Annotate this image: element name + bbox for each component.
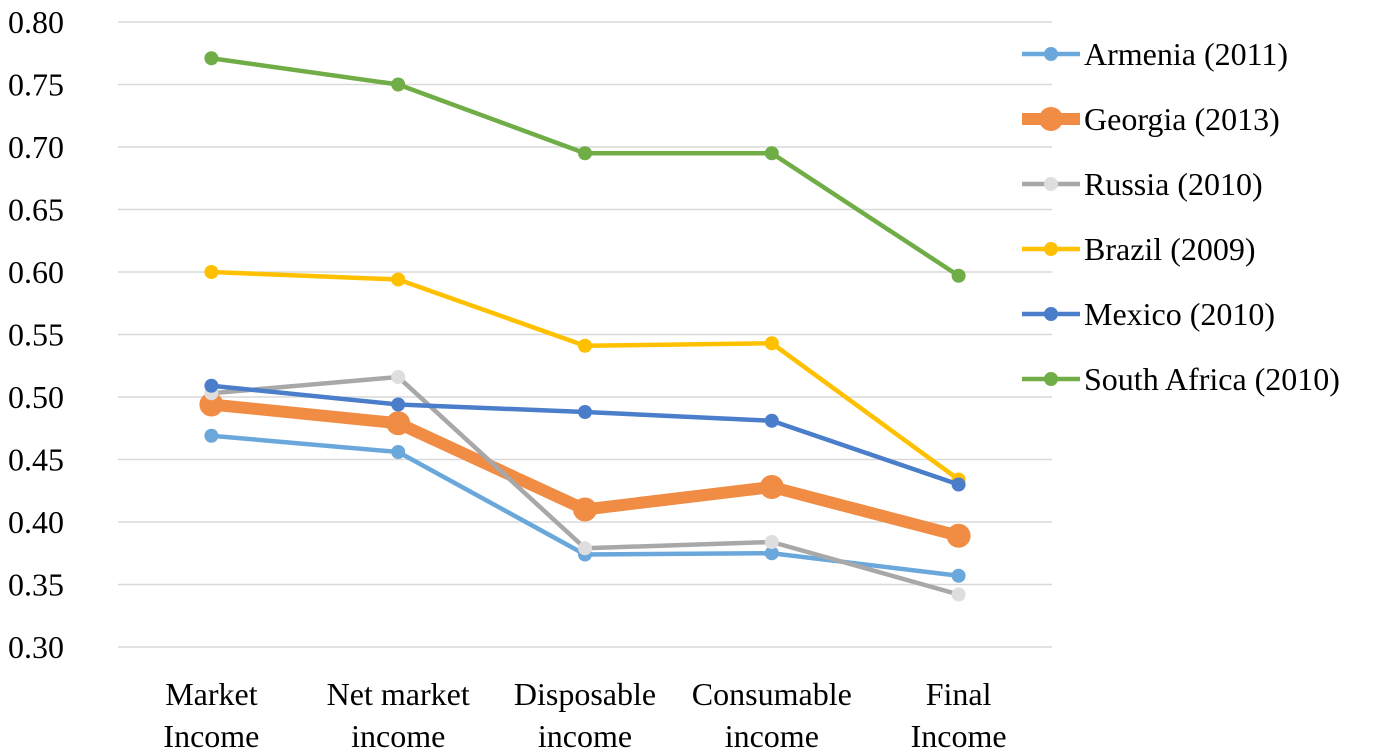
series-2 bbox=[204, 370, 966, 602]
y-tick-label: 0.45 bbox=[8, 442, 64, 478]
data-point bbox=[204, 265, 219, 279]
data-point bbox=[764, 546, 779, 561]
data-point bbox=[204, 428, 219, 443]
data-point bbox=[199, 392, 224, 417]
data-point bbox=[951, 568, 966, 583]
series-5 bbox=[204, 51, 966, 283]
data-point bbox=[391, 397, 406, 412]
y-tick-label: 0.65 bbox=[8, 192, 64, 228]
y-tick-label: 0.30 bbox=[8, 629, 64, 665]
x-tick-label: income bbox=[725, 718, 819, 752]
data-point bbox=[764, 535, 779, 549]
x-tick-label: Final bbox=[926, 676, 992, 712]
legend-item: Armenia (2011) bbox=[1022, 36, 1288, 72]
y-tick-label: 0.40 bbox=[8, 504, 64, 540]
legend-item: Brazil (2009) bbox=[1022, 231, 1256, 267]
x-tick-label: income bbox=[351, 718, 445, 752]
legend-label: Brazil (2009) bbox=[1084, 231, 1256, 267]
data-point bbox=[764, 146, 779, 161]
y-tick-label: 0.75 bbox=[8, 67, 64, 103]
x-tick-label: Disposable bbox=[514, 676, 656, 712]
legend-swatch-marker bbox=[1044, 372, 1058, 386]
legend-label: Russia (2010) bbox=[1084, 166, 1263, 202]
legend-label: Armenia (2011) bbox=[1084, 36, 1288, 72]
data-point bbox=[573, 497, 597, 522]
series-line bbox=[209, 383, 961, 487]
data-point bbox=[578, 338, 592, 353]
legend-swatch-marker bbox=[1044, 242, 1058, 256]
data-point bbox=[204, 378, 219, 393]
y-tick-label: 0.35 bbox=[8, 567, 64, 603]
series-4 bbox=[204, 378, 966, 492]
legend-item: Georgia (2013) bbox=[1022, 101, 1280, 137]
legend-swatch-marker bbox=[1044, 47, 1058, 61]
y-tick-label: 0.80 bbox=[8, 4, 64, 40]
x-tick-label: Net market bbox=[327, 676, 470, 712]
x-tick-label: income bbox=[538, 718, 632, 752]
data-point bbox=[391, 445, 406, 459]
y-axis-tick-labels: 0.30 0.35 0.40 0.45 0.50 0.55 0.60 0.65 0.70 0.75… bbox=[8, 4, 64, 665]
data-point bbox=[391, 272, 406, 287]
x-tick-label: Market bbox=[165, 676, 258, 712]
data-point bbox=[391, 370, 406, 384]
legend-item: Mexico (2010) bbox=[1022, 296, 1275, 332]
data-point bbox=[386, 411, 411, 436]
legend-label: Georgia (2013) bbox=[1084, 101, 1280, 137]
x-tick-label: Consumable bbox=[692, 676, 852, 712]
data-point bbox=[204, 51, 219, 66]
legend-item: Russia (2010) bbox=[1022, 166, 1263, 202]
data-point bbox=[391, 77, 406, 92]
data-point bbox=[578, 405, 592, 419]
data-point bbox=[951, 477, 966, 492]
series-3 bbox=[204, 265, 966, 487]
x-tick-label: Income bbox=[163, 718, 259, 752]
legend-swatch-marker bbox=[1044, 307, 1058, 321]
data-point bbox=[578, 541, 592, 556]
legend-item: South Africa (2010) bbox=[1022, 361, 1340, 397]
data-point bbox=[759, 475, 784, 499]
x-axis-tick-labels: Market Income Net market income Disposable in… bbox=[163, 676, 1006, 752]
series-lines bbox=[199, 51, 971, 602]
legend: Armenia (2011) Georgia (2013) Russia (2010… bbox=[1022, 36, 1340, 397]
legend-swatch-marker bbox=[1039, 107, 1063, 131]
y-tick-label: 0.70 bbox=[8, 129, 64, 165]
data-point bbox=[764, 413, 779, 428]
data-point bbox=[951, 268, 966, 283]
data-point bbox=[578, 146, 592, 161]
y-tick-label: 0.60 bbox=[8, 254, 64, 290]
series-1 bbox=[199, 392, 971, 548]
y-tick-label: 0.50 bbox=[8, 379, 64, 415]
legend-label: South Africa (2010) bbox=[1084, 361, 1340, 397]
series-line bbox=[209, 56, 961, 278]
legend-swatch-marker bbox=[1044, 177, 1058, 191]
data-point bbox=[946, 523, 971, 548]
x-tick-label: Income bbox=[911, 718, 1007, 752]
data-point bbox=[764, 336, 779, 351]
y-tick-label: 0.55 bbox=[8, 317, 64, 353]
legend-label: Mexico (2010) bbox=[1084, 296, 1275, 332]
data-point bbox=[951, 587, 966, 602]
